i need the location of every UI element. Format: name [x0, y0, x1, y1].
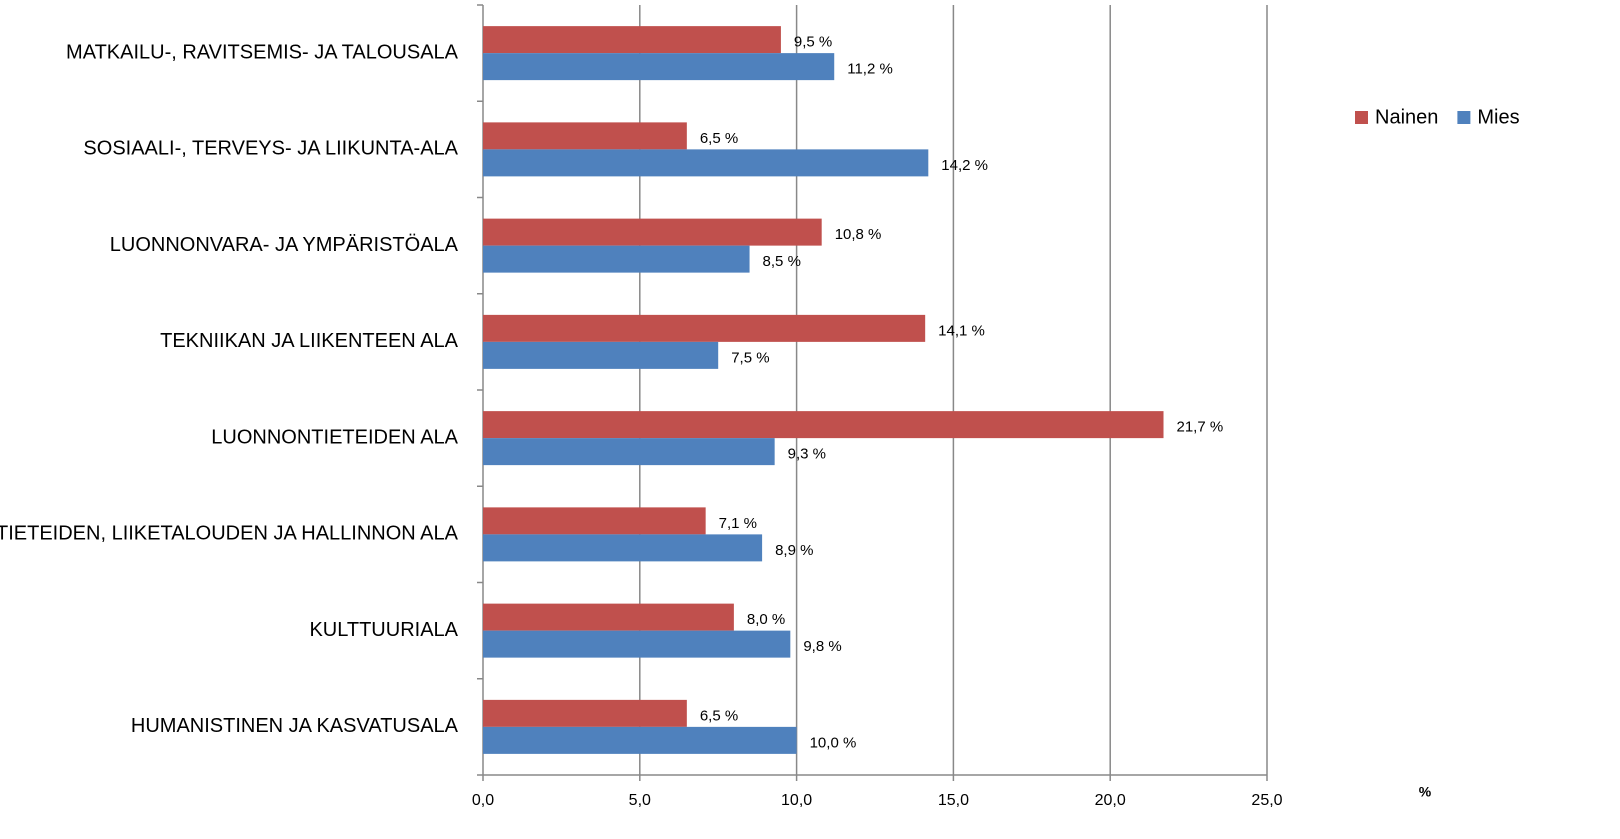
- value-label: 21,7 %: [1177, 419, 1224, 436]
- value-label: 11,2 %: [847, 61, 893, 78]
- bar: [483, 534, 763, 562]
- value-label: 14,1 %: [938, 322, 985, 339]
- bar: [483, 341, 719, 369]
- legend-label: Mies: [1477, 106, 1519, 128]
- y-tick-label: TEKNIIKAN JA LIIKENTEEN ALA: [160, 330, 459, 352]
- bar: [483, 245, 750, 273]
- value-label: 10,0 %: [810, 734, 857, 751]
- x-tick-label: 15,0: [938, 792, 969, 809]
- value-label: 6,5 %: [700, 130, 738, 147]
- y-tick-label: KULTTUURIALA: [309, 619, 458, 641]
- legend-swatch: [1457, 111, 1471, 124]
- y-tick-label: LUONNONTIETEIDEN ALA: [211, 426, 458, 448]
- x-tick-label: 5,0: [629, 792, 651, 809]
- value-label: 9,3 %: [788, 446, 826, 463]
- x-tick-label: 10,0: [781, 792, 812, 809]
- value-label: 8,5 %: [763, 253, 801, 270]
- y-tick-label: YHTEISKUNTATIETEIDEN, LIIKETALOUDEN JA H…: [0, 523, 459, 545]
- value-label: 8,9 %: [775, 542, 813, 559]
- x-axis-label: %: [1419, 784, 1432, 800]
- bar: [483, 411, 1164, 439]
- bar: [483, 122, 687, 150]
- y-tick-label: MATKAILU-, RAVITSEMIS- JA TALOUSALA: [66, 41, 459, 63]
- x-tick-label: 20,0: [1095, 792, 1126, 809]
- y-tick-label: LUONNONVARA- JA YMPÄRISTÖALA: [110, 234, 459, 256]
- bar: [483, 314, 926, 342]
- value-label: 9,8 %: [803, 638, 841, 655]
- value-label: 14,2 %: [941, 157, 988, 174]
- bar: [483, 26, 781, 54]
- value-label: 6,5 %: [700, 707, 738, 724]
- value-label: 7,5 %: [731, 349, 769, 366]
- legend-label: Nainen: [1375, 106, 1438, 128]
- bar: [483, 630, 791, 658]
- legend-swatch: [1355, 111, 1368, 124]
- y-tick-label: HUMANISTINEN JA KASVATUSALA: [131, 715, 459, 737]
- value-label: 10,8 %: [835, 226, 882, 243]
- bar: [483, 699, 687, 727]
- value-label: 8,0 %: [747, 611, 785, 628]
- bar: [483, 603, 734, 631]
- bar: [483, 438, 775, 466]
- x-tick-label: 0,0: [472, 792, 494, 809]
- bar: [483, 726, 797, 754]
- x-tick-label: 25,0: [1251, 792, 1282, 809]
- value-label: 7,1 %: [719, 515, 757, 532]
- bar: [483, 218, 822, 246]
- bar: [483, 53, 835, 81]
- bar: [483, 507, 706, 535]
- y-tick-label: SOSIAALI-, TERVEYS- JA LIIKUNTA-ALA: [83, 138, 458, 160]
- value-label: 9,5 %: [794, 34, 832, 51]
- bar: [483, 149, 929, 177]
